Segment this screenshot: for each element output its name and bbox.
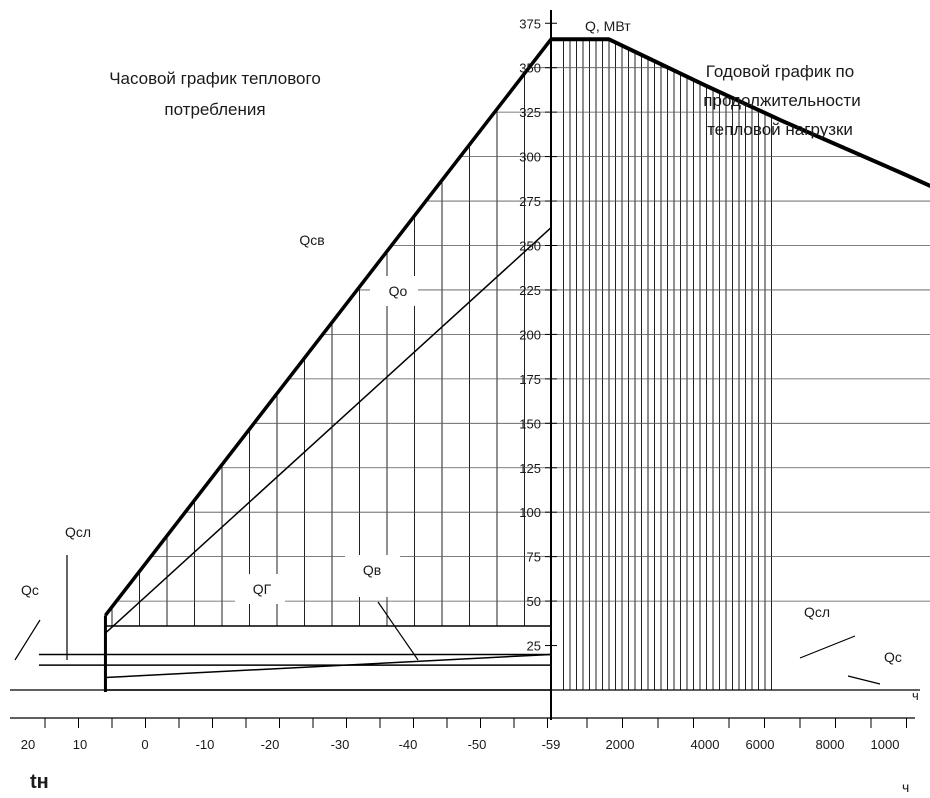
series-lines: [38, 37, 930, 692]
y-tick-label: 75: [527, 550, 541, 565]
q-sv-label: Qсв: [299, 232, 324, 248]
q-s-right-leader: [847, 675, 881, 685]
q-v-label: Qв: [363, 562, 381, 578]
y-tick-label: 225: [519, 283, 541, 298]
x-tick-label-right: 1000: [871, 737, 900, 752]
y-tick-label: 325: [519, 105, 541, 120]
x-axis-right-label: ч: [902, 779, 909, 795]
series-left-Qо: [104, 227, 552, 634]
y-tick-label: 375: [519, 16, 541, 31]
q-v-label-bg: [345, 555, 400, 597]
x-tick-label-right: 4000: [691, 737, 720, 752]
y-tick-label: 200: [519, 327, 541, 342]
q-o-label-bg: [370, 276, 418, 306]
x-tick-label-left: 10: [73, 737, 87, 752]
x-tick-label-left: 20: [21, 737, 35, 752]
y-tick-label: 175: [519, 372, 541, 387]
q-sl-left-label: Qсл: [65, 524, 91, 540]
x-axis-right-unit: ч: [912, 688, 919, 703]
title-right-line-3: тепловой нагрузки: [707, 120, 853, 139]
y-tick-label: 150: [519, 416, 541, 431]
q-o-label: Qо: [389, 283, 408, 299]
x-tick-label-left: -40: [399, 737, 418, 752]
curve-labels: Qо QГ Qв Qсв Qсл Qс Qсл Qс: [14, 232, 902, 685]
tick-labels: 2550751001251501752002252502753003253503…: [21, 16, 907, 752]
x-tick-label-right: 8000: [816, 737, 845, 752]
y-tick-label: 125: [519, 461, 541, 476]
q-s-right-label: Qс: [884, 649, 902, 665]
series-right-Qсв: [551, 37, 930, 189]
q-sl-right-label: Qсл: [804, 604, 830, 620]
series-left-Qсв: [104, 38, 553, 617]
x-tick-label-right: 2000: [606, 737, 635, 752]
q-g-label-bg: [235, 574, 285, 604]
x-tick-label-left: -20: [261, 737, 280, 752]
x-axis-left-label: tн: [30, 771, 49, 793]
title-right-line-1: Годовой график по: [706, 62, 854, 81]
y-tick-label: 275: [519, 194, 541, 209]
y-tick-label: 50: [527, 594, 541, 609]
x-tick-label-left: -10: [196, 737, 215, 752]
y-axis-label: Q, МВт: [585, 18, 631, 34]
x-tick-label-left: -30: [331, 737, 350, 752]
q-v-leader: [377, 601, 419, 661]
axes: [10, 10, 920, 720]
x-tick-label-left: -59: [542, 737, 561, 752]
q-sl-right-leader: [799, 635, 856, 659]
x-tick-label-right: 6000: [746, 737, 775, 752]
y-tick-label: 25: [527, 639, 541, 654]
y-tick-label: 100: [519, 505, 541, 520]
q-s-left-label: Qс: [21, 582, 39, 598]
title-left-line-1: Часовой график теплового: [109, 69, 321, 88]
series-left-Qв: [105, 653, 552, 679]
q-g-label: QГ: [253, 581, 272, 597]
title-left-line-2: потребления: [164, 100, 265, 119]
y-tick-label: 250: [519, 239, 541, 254]
y-tick-label: 300: [519, 150, 541, 165]
title-right-line-2: продолжительности: [703, 91, 860, 110]
x-tick-label-left: -50: [468, 737, 487, 752]
x-tick-label-left: 0: [141, 737, 148, 752]
grid: [111, 39, 930, 690]
q-s-left-leader: [14, 619, 41, 661]
y-tick-label: 350: [519, 61, 541, 76]
